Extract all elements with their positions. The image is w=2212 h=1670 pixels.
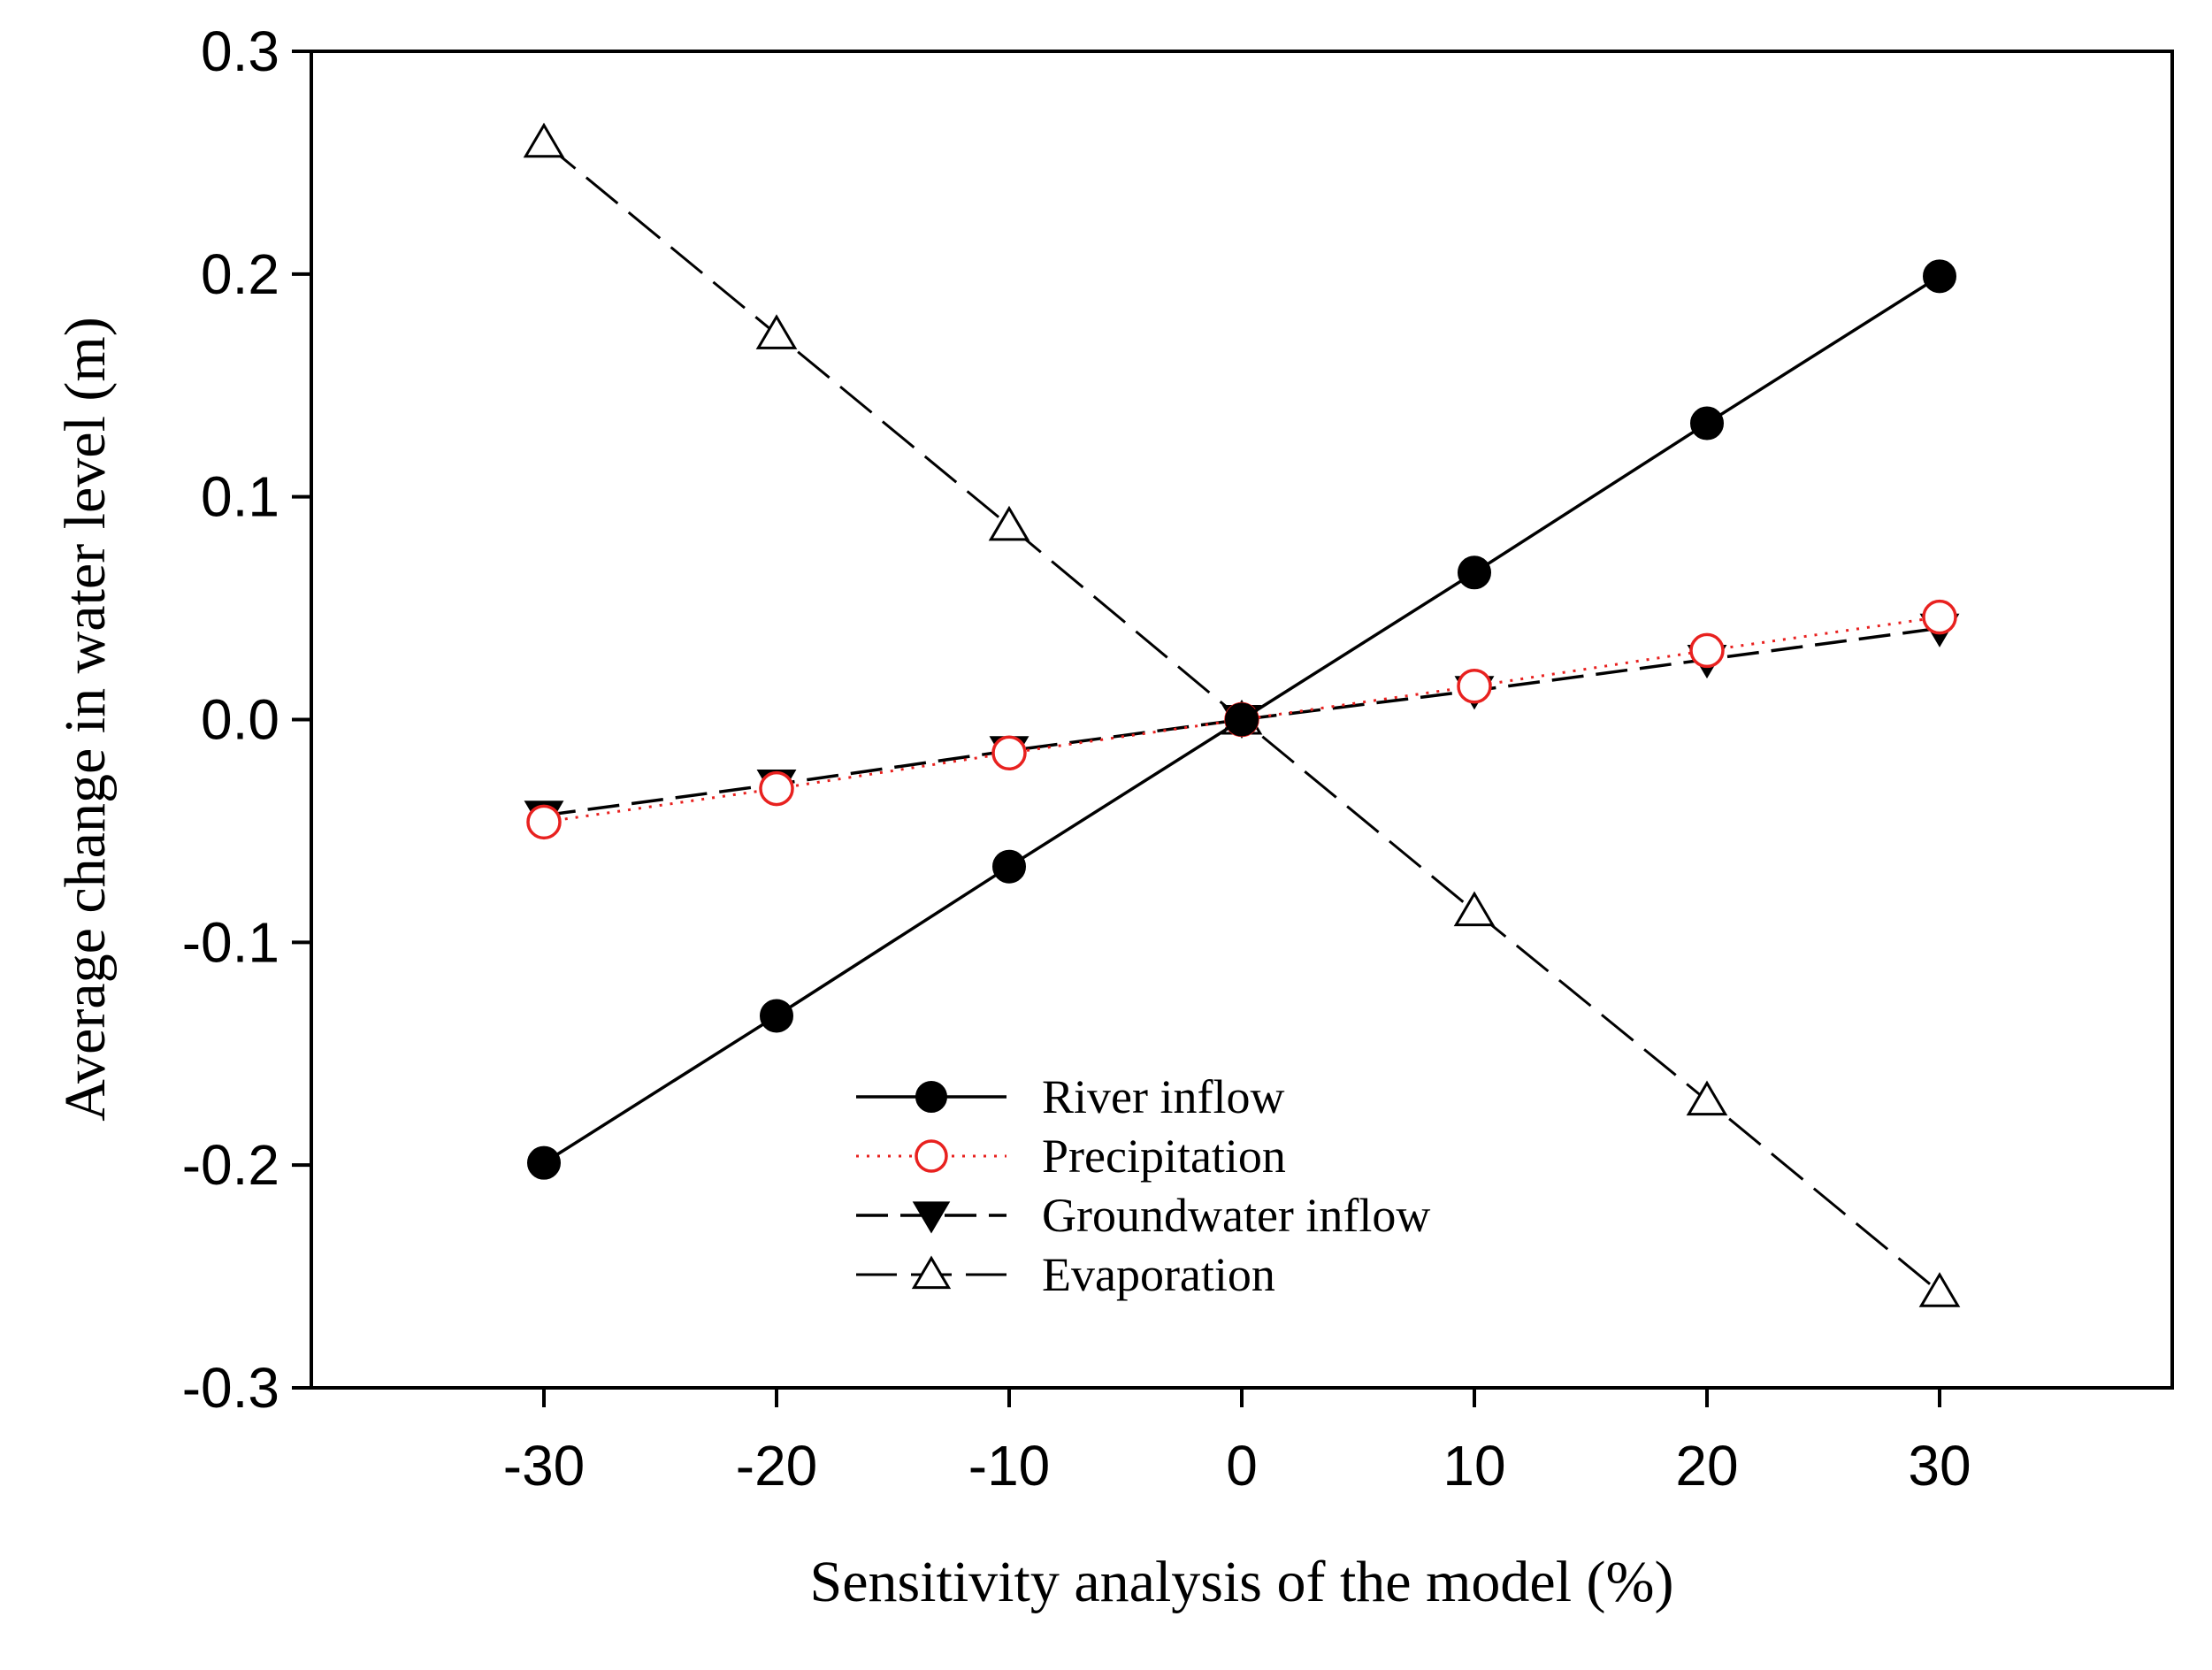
data-point-river-inflow xyxy=(992,849,1026,884)
legend: River inflow Precipitation Groundwater inf… xyxy=(856,1070,1430,1301)
x-tick-label: 20 xyxy=(1675,1434,1738,1498)
legend-label-river-inflow: River inflow xyxy=(1042,1070,1284,1123)
data-point-evaporation xyxy=(1453,891,1496,927)
y-tick-label: -0.1 xyxy=(182,910,279,974)
data-point-river-inflow xyxy=(1923,259,1956,294)
series-layer xyxy=(523,122,1961,1307)
y-tick-label: 0.0 xyxy=(201,688,279,752)
y-tick-label: -0.3 xyxy=(182,1356,279,1420)
x-tick-label: 0 xyxy=(1226,1434,1258,1498)
legend-label-precipitation: Precipitation xyxy=(1042,1130,1286,1183)
legend-marker-evaporation xyxy=(911,1255,952,1290)
data-point-evaporation xyxy=(1918,1272,1961,1307)
x-tick-label: -30 xyxy=(503,1434,586,1498)
series-river-inflow xyxy=(527,259,1956,1180)
data-point-precipitation xyxy=(1457,668,1492,704)
x-tick-label: -20 xyxy=(736,1434,818,1498)
data-point-river-inflow xyxy=(1690,406,1724,440)
y-tick-label: 0.1 xyxy=(201,465,279,529)
data-point-river-inflow xyxy=(760,999,793,1033)
legend-item-evaporation: Evaporation xyxy=(856,1248,1275,1301)
data-point-precipitation xyxy=(759,770,794,807)
x-tick-label: -10 xyxy=(968,1434,1051,1498)
data-point-evaporation xyxy=(523,122,565,158)
y-tick-label: 0.2 xyxy=(201,242,279,306)
y-tick-label: -0.2 xyxy=(182,1133,279,1197)
data-point-precipitation xyxy=(991,735,1027,771)
data-point-river-inflow xyxy=(1458,555,1491,590)
data-point-precipitation xyxy=(526,804,562,840)
y-tick-label: 0.3 xyxy=(201,19,279,83)
data-point-precipitation xyxy=(1689,632,1725,669)
y-axis-title: Average change in water level (m) xyxy=(53,317,118,1121)
data-point-evaporation xyxy=(755,314,798,349)
data-point-evaporation xyxy=(988,505,1030,541)
legend-marker-river-inflow xyxy=(915,1081,947,1113)
y-axis: -0.3 -0.2 -0.1 0.0 0.1 0.2 0.3 xyxy=(182,19,311,1420)
legend-label-groundwater-inflow: Groundwater inflow xyxy=(1042,1189,1430,1242)
data-point-river-inflow xyxy=(1225,702,1259,737)
x-tick-label: 10 xyxy=(1443,1434,1505,1498)
legend-item-groundwater-inflow: Groundwater inflow xyxy=(856,1189,1430,1242)
x-axis-title: Sensitivity analysis of the model (%) xyxy=(809,1550,1673,1614)
legend-item-precipitation: Precipitation xyxy=(856,1130,1286,1183)
legend-item-river-inflow: River inflow xyxy=(856,1070,1284,1123)
legend-marker-groundwater-inflow xyxy=(912,1201,951,1234)
x-axis: -30 -20 -10 0 10 20 30 xyxy=(503,1388,1971,1498)
data-point-precipitation xyxy=(1922,599,1957,635)
data-point-evaporation xyxy=(1686,1080,1728,1116)
series-precipitation xyxy=(526,599,1957,840)
legend-marker-precipitation xyxy=(915,1139,948,1173)
x-tick-label: 30 xyxy=(1908,1434,1971,1498)
legend-label-evaporation: Evaporation xyxy=(1042,1248,1275,1301)
data-point-river-inflow xyxy=(527,1145,561,1180)
